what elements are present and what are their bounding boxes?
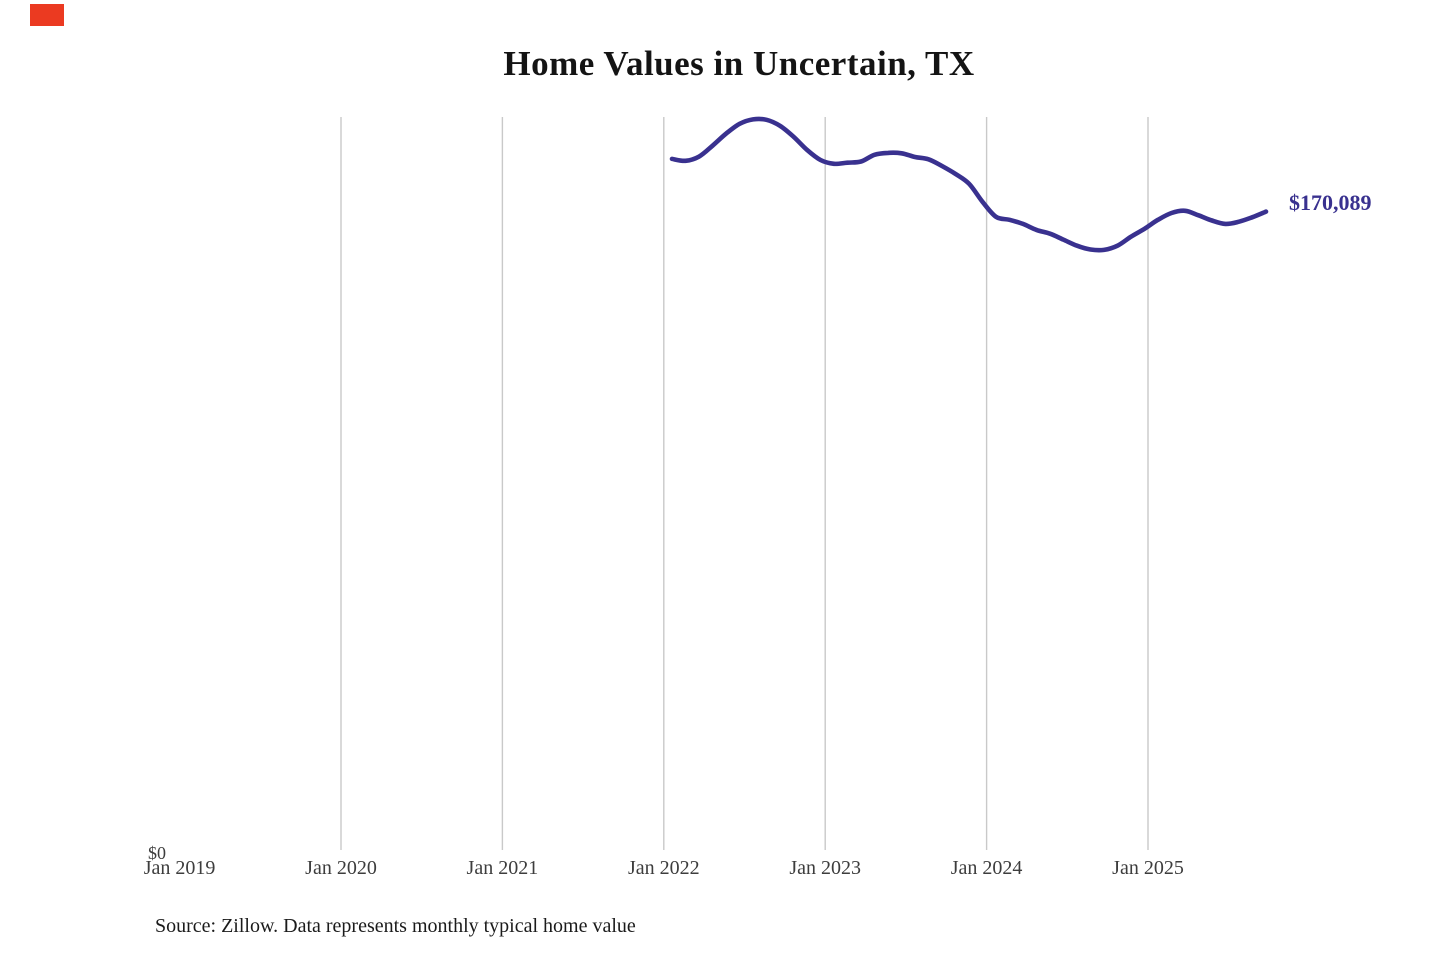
x-axis-label: Jan 2023: [789, 857, 862, 879]
x-axis-label: Jan 2022: [627, 857, 700, 879]
source-note: Source: Zillow. Data represents monthly …: [155, 915, 636, 937]
x-axis-label: Jan 2025: [1112, 857, 1184, 879]
orange-corner-marker: [30, 4, 64, 26]
x-axis-label: Jan 2019: [143, 857, 216, 879]
x-axis-label: Jan 2020: [305, 857, 377, 879]
chart-title: Home Values in Uncertain, TX: [503, 44, 975, 83]
y-axis-zero-label: $0: [148, 843, 166, 863]
latest-value-label: $170,089: [1289, 190, 1372, 215]
x-axis-label: Jan 2024: [950, 857, 1023, 879]
home-value-line: [669, 116, 1269, 253]
x-axis-label: Jan 2021: [466, 857, 539, 879]
year-gridlines: [340, 117, 1149, 850]
